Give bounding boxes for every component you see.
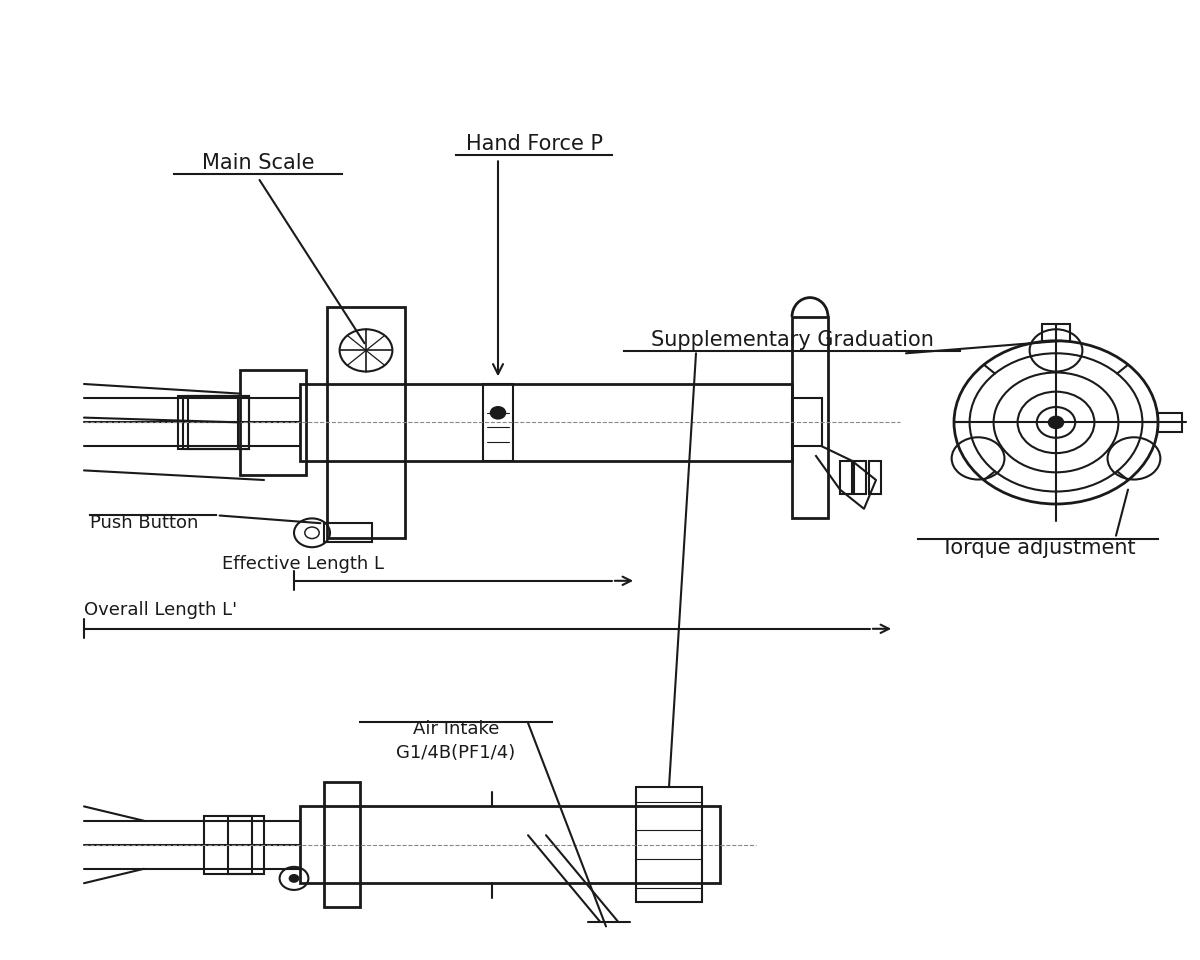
Text: Overall Length L': Overall Length L' — [84, 601, 238, 619]
Text: Push Button: Push Button — [90, 514, 198, 532]
Bar — [300, 806, 720, 883]
Text: Hand Force P: Hand Force P — [466, 133, 602, 154]
Bar — [228, 816, 264, 874]
Bar — [326, 307, 404, 538]
Bar — [178, 396, 239, 448]
Bar — [482, 384, 514, 461]
Bar — [204, 816, 252, 874]
Bar — [324, 782, 360, 907]
Text: Main Scale: Main Scale — [202, 153, 314, 173]
Bar — [636, 787, 702, 902]
Text: Effective Length L: Effective Length L — [222, 555, 384, 573]
Text: Supplementary Graduation: Supplementary Graduation — [650, 330, 934, 350]
Bar — [324, 523, 372, 542]
Bar — [854, 461, 866, 494]
Bar — [1042, 324, 1070, 341]
Circle shape — [491, 407, 505, 419]
Bar — [300, 384, 792, 461]
Circle shape — [289, 875, 299, 882]
Bar — [182, 396, 250, 448]
Bar — [869, 461, 881, 494]
Text: Air Intake: Air Intake — [413, 720, 499, 738]
Bar — [1158, 413, 1182, 432]
Bar — [792, 398, 822, 446]
Bar — [840, 461, 852, 494]
Circle shape — [1049, 417, 1063, 428]
Bar — [240, 370, 306, 475]
Bar — [792, 317, 828, 518]
Bar — [188, 396, 250, 448]
Text: Torque adjustment: Torque adjustment — [941, 538, 1135, 558]
Text: G1/4B(PF1/4): G1/4B(PF1/4) — [396, 744, 516, 762]
